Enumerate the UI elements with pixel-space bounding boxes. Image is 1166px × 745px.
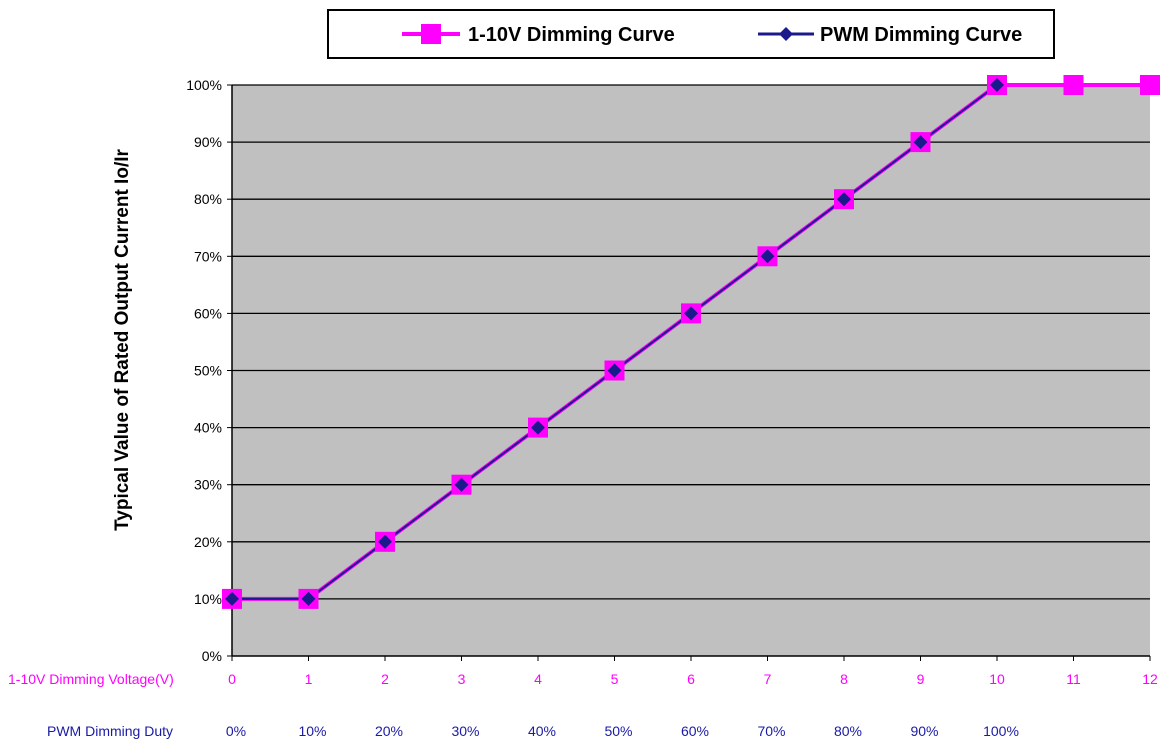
- legend-item-pwm: PWM Dimming Curve: [758, 24, 1022, 46]
- x-axis-tick-marks: [231, 656, 1151, 661]
- x-primary-tick-label: 3: [458, 671, 466, 687]
- x-secondary-tick-label: 100%: [983, 723, 1019, 739]
- point-pwm: [454, 477, 469, 492]
- x-secondary-tick-label: 90%: [910, 723, 938, 739]
- y-axis-tick-labels: 0% 10% 20% 30% 40% 50% 60% 70% 80% 90% 100%: [186, 77, 222, 664]
- x-primary-tick-label: 7: [764, 671, 772, 687]
- point-pwm: [225, 591, 239, 606]
- point-pwm: [913, 135, 928, 150]
- point-pwm: [990, 78, 1004, 92]
- x-secondary-tick-label: 70%: [757, 723, 785, 739]
- y-tick-label: 50%: [194, 363, 222, 379]
- y-tick-label: 60%: [194, 305, 222, 321]
- y-tick-label: 70%: [194, 248, 222, 264]
- point-pwm: [837, 192, 851, 207]
- x-primary-tick-label: 4: [534, 671, 542, 687]
- x-primary-tick-label: 9: [917, 671, 925, 687]
- legend-swatch-pwm-marker: [779, 27, 793, 41]
- legend-label-pwm: PWM Dimming Curve: [820, 24, 1022, 46]
- y-axis-title: Typical Value of Rated Output Current Io…: [112, 149, 133, 531]
- point-pwm: [531, 420, 545, 435]
- x-primary-tick-label: 11: [1066, 671, 1081, 687]
- x-primary-tick-label: 8: [840, 671, 848, 687]
- x-primary-tick-label: 12: [1142, 671, 1158, 687]
- y-tick-label: 90%: [194, 134, 222, 150]
- x-primary-tick-label: 1: [305, 671, 313, 687]
- point-1-10v: [1140, 75, 1160, 95]
- x-primary-tick-label: 10: [989, 671, 1005, 687]
- y-tick-label: 80%: [194, 191, 222, 207]
- y-tick-label: 100%: [186, 77, 222, 93]
- x-axis-primary-title: 1-10V Dimming Voltage(V): [8, 671, 174, 687]
- y-tick-label: 30%: [194, 477, 222, 493]
- legend-item-1-10v: 1-10V Dimming Curve: [402, 24, 675, 46]
- x-secondary-tick-label: 10%: [298, 723, 326, 739]
- legend-label-1-10v: 1-10V Dimming Curve: [468, 24, 675, 46]
- x-secondary-tick-label: 40%: [528, 723, 556, 739]
- y-tick-label: 0%: [202, 648, 222, 664]
- x-axis-primary-tick-labels: 0 1 2 3 4 5 6 7 8 9 10 11 12: [228, 671, 1158, 687]
- y-tick-label: 40%: [194, 420, 222, 436]
- x-primary-tick-label: 0: [228, 671, 236, 687]
- legend: 1-10V Dimming Curve PWM Dimming Curve: [327, 9, 1055, 59]
- x-secondary-tick-label: 80%: [834, 723, 862, 739]
- y-tick-label: 10%: [194, 591, 222, 607]
- x-primary-tick-label: 5: [611, 671, 619, 687]
- point-pwm: [378, 534, 392, 549]
- point-pwm: [760, 249, 775, 264]
- x-axis-secondary-tick-labels: 0% 10% 20% 30% 40% 50% 60% 70% 80% 90% 100%: [226, 723, 1019, 739]
- x-secondary-tick-label: 30%: [451, 723, 479, 739]
- x-secondary-tick-label: 50%: [604, 723, 632, 739]
- x-primary-tick-label: 6: [687, 671, 695, 687]
- gridlines: [227, 84, 1150, 657]
- point-pwm: [684, 306, 698, 321]
- x-secondary-tick-label: 20%: [375, 723, 403, 739]
- x-axis-secondary-title: PWM Dimming Duty: [47, 723, 173, 739]
- y-tick-label: 20%: [194, 534, 222, 550]
- x-secondary-tick-label: 60%: [681, 723, 709, 739]
- point-1-10v: [1063, 75, 1084, 95]
- legend-swatch-1-10v-marker: [421, 24, 441, 44]
- point-pwm: [301, 591, 316, 606]
- series-layer: [222, 75, 1160, 609]
- x-secondary-tick-label: 0%: [226, 723, 246, 739]
- point-pwm: [607, 363, 622, 378]
- x-primary-tick-label: 2: [381, 671, 389, 687]
